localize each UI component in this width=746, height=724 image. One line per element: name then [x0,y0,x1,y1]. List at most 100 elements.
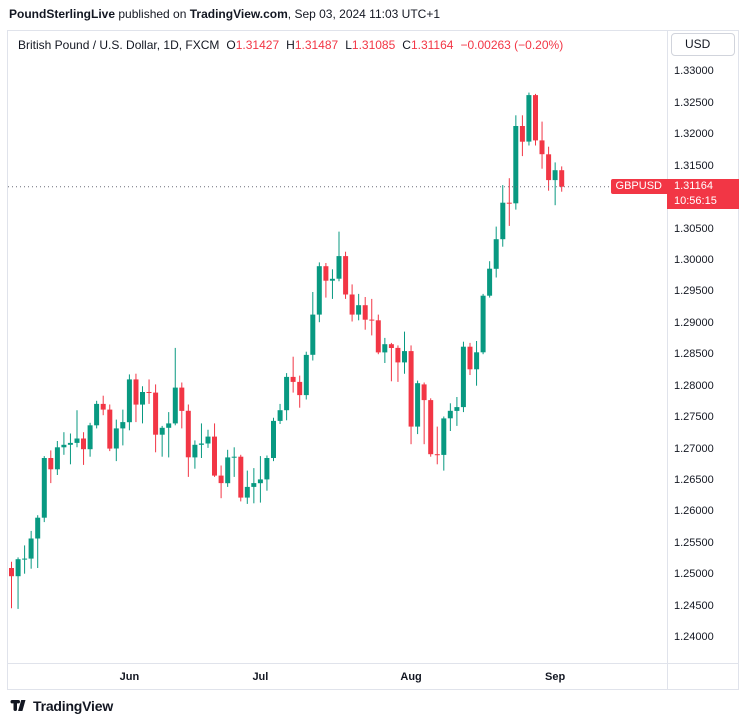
candle-down [506,178,512,226]
candle-down [519,115,525,157]
candle-up [460,341,466,413]
candle-down [100,395,106,416]
candle-up [336,231,342,282]
candle-up [172,347,178,426]
candle-down [153,384,159,453]
candle-up [244,470,250,504]
candle-down [395,345,401,382]
price-axis-label: 1.24500 [674,599,714,612]
candle-down [559,166,565,192]
attribution-site: TradingView.com [189,7,288,21]
price-axis-label: 1.26000 [674,505,714,518]
time-axis-label: Aug [400,671,422,683]
candle-up [67,433,73,465]
price-axis-label: 1.31500 [674,159,714,172]
candle-down [421,382,427,445]
candle-up [303,351,309,400]
candle-up [198,423,204,458]
candle-up [329,269,335,299]
candle-up [316,262,322,323]
candle-down [133,373,139,423]
candle-down [179,382,185,429]
symbol-title[interactable]: British Pound / U.S. Dollar, 1D, FXCM [18,38,220,52]
price-axis-label: 1.33000 [674,65,714,78]
candle-up [35,515,41,568]
candle-up [277,403,283,424]
candle-up [120,409,126,446]
time-axis-label: Sep [545,671,566,683]
candle-down [146,379,152,404]
time-axis[interactable]: Jun Jul Aug Sep [8,663,738,689]
price-axis-label: 1.28000 [674,379,714,392]
candle-up [500,185,506,247]
last-price-tag: 1.31164 10:56:15 [667,179,739,210]
candle-down [388,342,394,382]
candle-up [480,293,486,355]
price-axis-label: 1.32500 [674,96,714,109]
candle-up [251,468,257,504]
candle-up [474,341,480,386]
low-value: 1.31085 [351,38,396,52]
chart-legend: British Pound / U.S. Dollar, 1D, FXCM O1.… [18,38,563,52]
candle-up [257,456,263,503]
price-axis-label: 1.27000 [674,442,714,455]
currency-toggle-button[interactable]: USD [671,33,735,56]
tradingview-attribution[interactable]: TradingView [10,697,113,714]
candle-up [356,293,362,321]
chart-pane[interactable]: British Pound / U.S. Dollar, 1D, FXCM O1.… [8,31,667,663]
candle-up [264,455,270,491]
candle-up [159,425,165,457]
candle-down [218,465,224,499]
candle-up [493,226,499,278]
last-price-value: 1.31164 [674,180,713,193]
candle-up [113,419,119,462]
open-label: O [226,38,236,52]
candle-down [362,297,368,330]
candle-down [349,284,355,322]
price-axis-label: 1.25000 [674,568,714,581]
candle-up [382,337,388,363]
candle-down [539,121,545,169]
price-axis-label: 1.28500 [674,348,714,361]
candle-up [166,412,172,458]
candle-up [54,441,60,475]
tradingview-logo-icon [10,700,26,711]
chart-widget: British Pound / U.S. Dollar, 1D, FXCM O1.… [7,30,739,690]
candle-up [41,456,47,523]
candle-up [513,115,519,210]
high-value: 1.31487 [294,38,339,52]
candle-down [428,398,434,457]
low-label: L [345,38,352,52]
candle-up [87,422,93,457]
change-value: −0.00263 (−0.20%) [460,38,564,52]
candle-up [447,403,453,431]
candle-up [415,380,421,435]
candle-down [290,356,296,393]
candle-up [225,449,231,487]
candle-up [61,432,67,455]
open-value: 1.31427 [235,38,280,52]
candle-up [284,373,290,421]
candle-up [310,292,316,361]
candle-up [552,162,558,206]
candle-down [375,314,381,355]
candle-down [369,298,375,336]
attribution-middle-text: published on [115,7,190,21]
candle-down [238,454,244,502]
candle-up [231,447,237,477]
price-axis-label: 1.25500 [674,536,714,549]
candle-down [343,251,349,299]
attribution-datetime: , Sep 03, 2024 11:03 UTC+1 [287,7,440,21]
time-axis-label: Jul [252,671,269,683]
bar-countdown: 10:56:15 [674,195,717,208]
price-axis[interactable]: USD 1.31164 10:56:15 1.33000 1.32500 1.320… [667,31,739,689]
candle-up [192,440,198,469]
candle-up [140,386,145,424]
candlestick-chart[interactable] [8,31,667,663]
candle-down [107,404,113,452]
close-value: 1.31164 [410,38,454,52]
candle-down [9,561,14,609]
candle-down [212,423,217,477]
candle-up [126,374,132,431]
